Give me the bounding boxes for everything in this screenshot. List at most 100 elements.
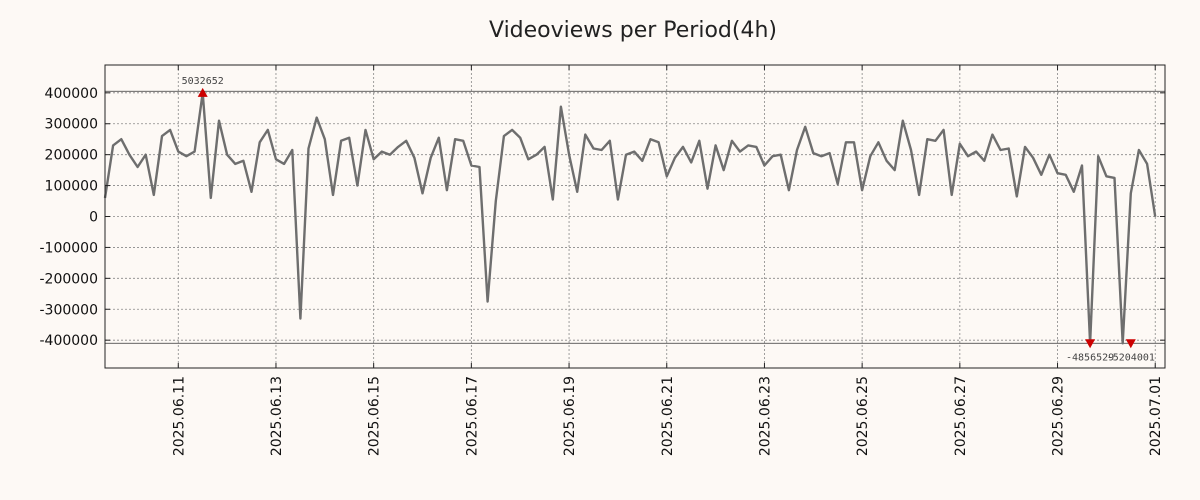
data-point [381,151,383,153]
data-point [356,185,358,187]
data-point [576,191,578,193]
data-point [772,155,774,157]
data-point [373,158,375,160]
data-point [812,152,814,154]
data-point [837,183,839,185]
data-point [128,154,130,156]
data-point [983,160,985,162]
data-point [690,161,692,163]
data-point [234,163,236,165]
data-point [389,154,391,156]
data-point [267,129,269,131]
data-point [584,134,586,136]
data-point [967,155,969,157]
data-point [682,146,684,148]
data-point [177,151,179,153]
data-point [1040,174,1042,176]
y-tick-label: 0 [89,210,98,226]
data-point [470,164,472,167]
x-tick-label: 2025.06.29 [1051,376,1067,456]
data-point [1154,215,1156,218]
data-point [259,141,261,143]
data-point [894,169,896,171]
data-point [478,166,481,168]
data-point [397,146,399,148]
annotation-marker [197,87,208,97]
data-point [340,140,342,142]
data-point [242,160,244,162]
annotation-marker [1085,339,1096,349]
data-point [666,175,668,177]
y-tick-label: -100000 [40,240,99,256]
data-point [535,154,538,156]
data-point [519,137,521,139]
data-point [218,120,220,122]
y-tick-label: 100000 [45,179,98,195]
data-point [560,106,562,108]
data-point [316,117,318,119]
annotation-marker [1125,339,1136,349]
x-tick-label: 2025.06.27 [953,376,969,456]
data-point [674,157,676,159]
data-point [446,189,448,191]
x-tick-label: 2025.06.25 [855,376,871,456]
data-point [430,157,432,159]
data-point [568,154,570,156]
data-point [112,144,114,146]
data-point [780,154,782,156]
y-axis: 400000 300000 200000 100000 0 -100000 -200000 -… [40,86,1165,349]
data-point [405,140,407,142]
x-tick-label: 2025.06.11 [171,376,187,456]
y-tick-label: 200000 [45,148,98,164]
data-point [1065,174,1067,176]
data-point [185,155,187,157]
data-point [601,149,603,151]
data-point [250,191,253,193]
data-point [1130,192,1132,194]
data-point [926,138,928,140]
grid-layer [105,65,1165,368]
data-point [829,152,831,154]
data-point [755,146,757,148]
x-tick-label: 2025.06.21 [660,376,676,456]
data-point [1024,146,1026,148]
data-point [348,137,350,139]
data-point [299,317,301,320]
data-point [877,141,880,143]
y-tick-label: -200000 [40,271,99,287]
data-point [194,151,196,153]
data-point [641,160,643,162]
data-point [763,164,766,167]
x-tick-label: 2025.06.15 [367,376,383,456]
data-point [169,129,171,131]
data-point [698,140,700,142]
data-point [918,194,920,196]
data-point [307,147,310,150]
data-point [1056,172,1059,174]
annotation-label: -4856529 [1066,352,1114,363]
data-point [462,140,464,142]
data-point [1008,147,1010,150]
data-point [153,194,155,196]
data-point [210,197,212,199]
data-point [820,155,823,157]
data-point [145,154,147,156]
data-point [364,129,367,131]
data-point [1105,175,1107,177]
annotation-label: 5032652 [182,76,224,87]
data-point [975,151,977,153]
data-point [649,138,652,140]
data-point [886,160,888,162]
data-point [495,200,497,202]
x-tick-label: 2025.06.17 [464,376,480,456]
y-tick-label: -300000 [40,302,99,318]
series-line-videoviews [103,91,1157,345]
x-tick-label: 2025.06.23 [757,376,773,456]
data-point [845,141,847,143]
data-point [1097,155,1099,157]
data-point [1138,149,1140,151]
data-point [552,198,554,201]
data-point [1048,154,1050,156]
data-point [1122,342,1124,344]
data-point [739,151,741,153]
